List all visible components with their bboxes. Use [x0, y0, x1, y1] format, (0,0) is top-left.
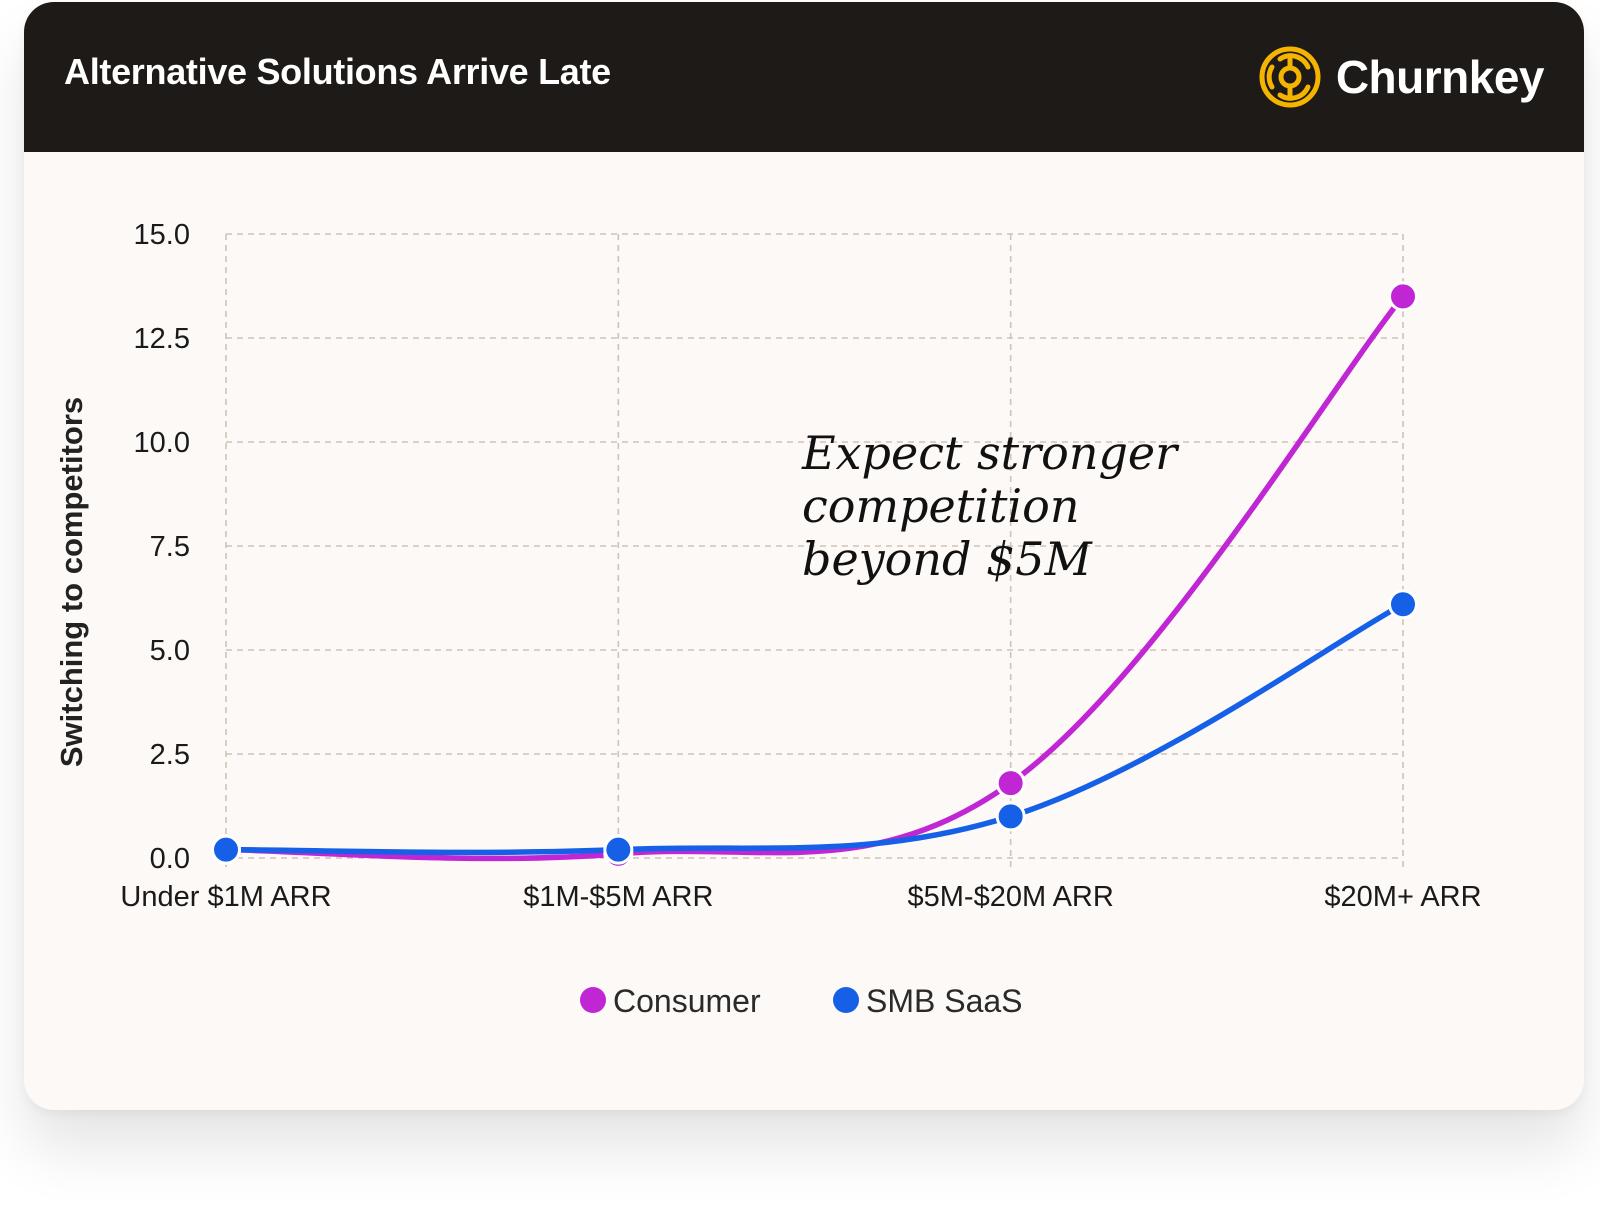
chart-card: Alternative Solutions Arrive Late Churnk…	[24, 2, 1584, 1110]
brand-name: Churnkey	[1335, 51, 1545, 103]
data-point-smb-saas[interactable]	[603, 834, 634, 865]
data-point-consumer[interactable]	[995, 768, 1026, 799]
legend-label-smb-saas: SMB SaaS	[866, 983, 1023, 1019]
y-tick-label: 7.5	[150, 531, 190, 563]
legend: Consumer SMB SaaS	[580, 983, 1023, 1019]
data-point-consumer[interactable]	[1388, 281, 1418, 312]
data-point-smb-saas[interactable]	[211, 834, 241, 865]
y-tick-label: 15.0	[134, 219, 190, 251]
y-tick-label: 10.0	[134, 427, 190, 459]
y-axis-title: Switching to competitors	[54, 397, 89, 767]
y-tick-label: 5.0	[150, 635, 190, 667]
series	[211, 281, 1418, 869]
y-tick-label: 0.0	[150, 843, 190, 875]
x-tick-label: Under $1M ARR	[120, 881, 331, 913]
data-point-smb-saas[interactable]	[1388, 589, 1418, 620]
chart-header: Alternative Solutions Arrive Late Churnk…	[24, 2, 1584, 152]
annotation-line-3: beyond $5M	[802, 532, 1094, 586]
legend-marker-smb-saas	[833, 987, 859, 1013]
annotation-line-2: competition	[802, 479, 1079, 533]
annotation: Expect stronger competition beyond $5M	[801, 426, 1180, 586]
series-line-smb-saas	[223, 601, 1406, 856]
line-chart: 0.0 2.5 5.0 7.5 10.0 12.5 15.0 Under $1M ARR $1…	[54, 219, 1482, 1019]
y-axis-ticks: 0.0 2.5 5.0 7.5 10.0 12.5 15.0	[134, 219, 190, 875]
x-axis-ticks: Under $1M ARR $1M-$5M ARR $5M-$20M ARR $20M…	[120, 881, 1481, 913]
annotation-line-1: Expect stronger	[801, 426, 1180, 480]
x-tick-label: $20M+ ARR	[1324, 881, 1481, 913]
y-tick-label: 2.5	[150, 739, 190, 771]
brand: Churnkey	[1258, 42, 1545, 112]
data-point-smb-saas[interactable]	[995, 801, 1026, 832]
x-tick-label: $1M-$5M ARR	[523, 881, 713, 913]
legend-label-consumer: Consumer	[613, 983, 761, 1019]
chart-title: Alternative Solutions Arrive Late	[64, 51, 611, 92]
legend-marker-consumer	[580, 987, 606, 1013]
y-tick-label: 12.5	[134, 323, 190, 355]
grid	[225, 233, 1404, 868]
churnkey-target-logo-icon	[1259, 46, 1321, 108]
x-tick-label: $5M-$20M ARR	[908, 881, 1114, 913]
